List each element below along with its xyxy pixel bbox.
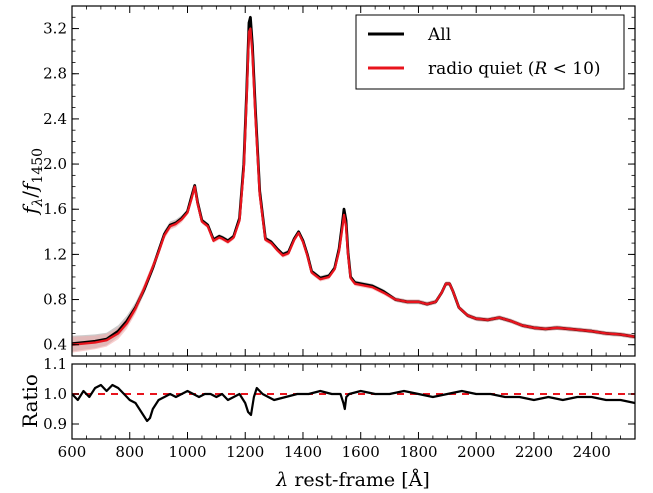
main-series-lines <box>72 15 635 346</box>
main-ytick-label: 0.8 <box>43 291 67 309</box>
xtick-label: 1600 <box>342 443 380 461</box>
ratio-ytick-label: 1.0 <box>43 385 67 403</box>
legend-radio-quiet-words: radio quiet ( <box>428 59 534 79</box>
legend-R-symbol: R <box>533 59 547 79</box>
main-ytick-label: 0.4 <box>43 336 67 354</box>
main-ytick-label: 3.2 <box>43 20 67 38</box>
ylabel-slash: / <box>18 191 42 198</box>
xtick-label: 2400 <box>573 443 611 461</box>
series-line-radio-quiet <box>72 27 635 346</box>
ratio-panel: 0.9 1.0 1.1 600 800 1000 1200 1400 1600 1800 2000… <box>18 355 636 491</box>
main-x-ticks <box>71 6 636 356</box>
xtick-label: 1000 <box>168 443 206 461</box>
legend-box <box>355 14 625 90</box>
ratio-series-lines <box>72 383 635 423</box>
legend: All radio quiet (R < 10) <box>355 14 625 90</box>
xlabel-rest-frame: rest-frame [Å] <box>288 469 429 491</box>
ratio-plot-frame <box>71 363 636 440</box>
main-ytick-label: 1.6 <box>43 200 67 218</box>
xtick-label: 2000 <box>457 443 495 461</box>
main-y-ticks: 0.4 0.8 1.2 1.6 2.0 2.4 2.8 3.2 <box>43 16 635 354</box>
xtick-label: 600 <box>58 443 87 461</box>
ratio-ytick-label: 0.9 <box>43 415 67 433</box>
main-plot-frame <box>71 5 636 357</box>
main-ytick-label: 1.2 <box>43 245 67 263</box>
main-ytick-label: 2.0 <box>43 155 67 173</box>
legend-less-than: < 10) <box>547 59 600 79</box>
legend-label-all: All <box>427 25 451 45</box>
ratio-ytick-label: 1.1 <box>43 355 67 373</box>
xtick-label: 800 <box>115 443 144 461</box>
main-y-axis-label: fλ/f1450 <box>18 148 46 216</box>
xtick-label: 1400 <box>284 443 322 461</box>
ratio-y-ticks: 0.9 1.0 1.1 <box>43 355 635 433</box>
ylabel-lambda-subscript: λ <box>30 198 46 208</box>
xtick-label: 1800 <box>399 443 437 461</box>
ratio-x-ticks: 600 800 1000 1200 1400 1600 1800 2000 2200 2400 <box>58 364 636 461</box>
main-ytick-label: 2.8 <box>43 65 67 83</box>
ylabel-1450-subscript: 1450 <box>30 148 46 184</box>
x-axis-label: λ rest-frame [Å] <box>275 469 430 491</box>
xtick-label: 2200 <box>515 443 553 461</box>
xtick-label: 1200 <box>226 443 264 461</box>
legend-label-radio-quiet: radio quiet (R < 10) <box>428 59 601 79</box>
main-panel: 0.4 0.8 1.2 1.6 2.0 2.4 2.8 3.2 fλ/f1450 All ra… <box>18 5 636 357</box>
main-ytick-label: 2.4 <box>43 110 67 128</box>
ratio-y-axis-label: Ratio <box>18 374 42 428</box>
ratio-series-line <box>72 383 635 423</box>
xlabel-lambda: λ <box>275 469 288 491</box>
